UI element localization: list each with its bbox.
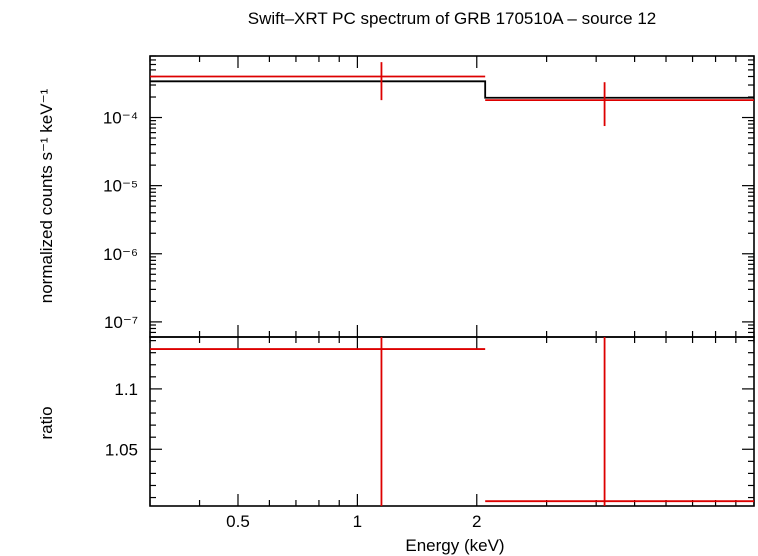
model-step-line [150, 80, 754, 99]
plot-layer: 10⁻⁴ 10⁻⁵ 10⁻⁶ 10⁻⁷ 1.1 1.05 0.5 1 2 [103, 55, 755, 531]
y-axis-label-spectrum: normalized counts s⁻¹ keV⁻¹ [37, 88, 56, 303]
x-tick-label: 1 [353, 512, 362, 531]
y-tick-label: 10⁻⁷ [104, 313, 138, 332]
x-tick-label: 2 [472, 512, 481, 531]
y-tick-label: 1.1 [114, 380, 138, 399]
data-point [150, 337, 486, 506]
data-point [150, 62, 486, 101]
panel-ratio: 1.1 1.05 [105, 336, 755, 507]
x-tick-label: 0.5 [226, 512, 250, 531]
panel-spectrum: 10⁻⁴ 10⁻⁵ 10⁻⁶ 10⁻⁷ [103, 55, 755, 338]
y-tick-label: 10⁻⁶ [103, 245, 138, 264]
y-tick-label: 10⁻⁵ [103, 177, 138, 196]
y-tick-label: 10⁻⁴ [103, 109, 138, 128]
data-point [485, 82, 754, 127]
y-axis-label-ratio: ratio [37, 406, 56, 439]
plot-frame-ratio [149, 336, 755, 507]
y-tick-label: 1.05 [105, 440, 138, 459]
x-axis-label: Energy (keV) [405, 536, 504, 555]
data-point [485, 337, 754, 506]
chart-title: Swift–XRT PC spectrum of GRB 170510A – s… [248, 9, 657, 28]
